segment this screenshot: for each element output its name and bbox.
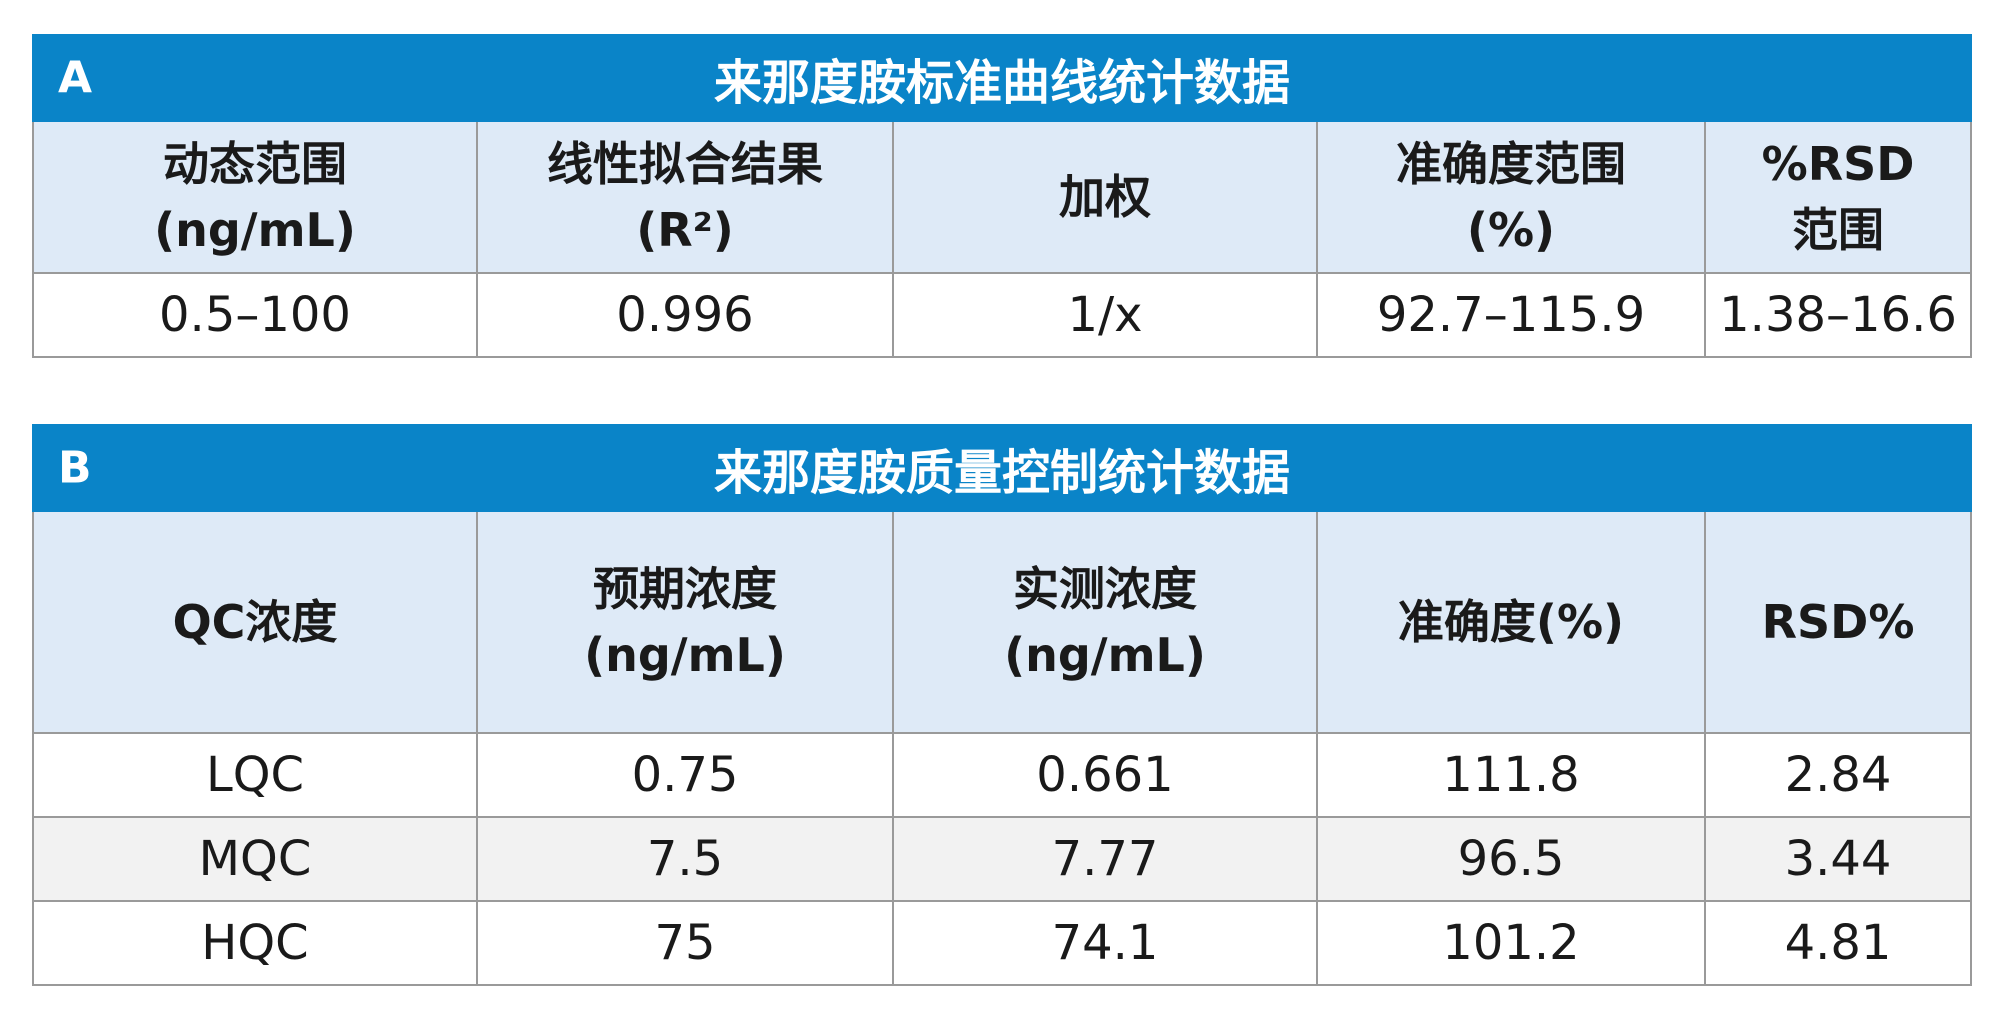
cell: 1/x [892,272,1318,358]
cell: 0.661 [892,732,1318,818]
cell: 0.5–100 [32,272,478,358]
table-title: 来那度胺质量控制统计数据 [714,445,1291,501]
cell: 0.996 [476,272,894,358]
cell: 75 [476,900,894,986]
header-line: (%) [1466,203,1556,257]
cell: 74.1 [892,900,1318,986]
cell: 4.81 [1703,900,1973,986]
cell: 101.2 [1316,900,1706,986]
cell: LQC [32,732,478,818]
header-line: 动态范围 [163,137,347,191]
table-title: 来那度胺标准曲线统计数据 [714,55,1291,111]
header-cell-dynamic-range: 动态范围 (ng/mL) [32,120,478,274]
header-line: 线性拟合结果 [547,137,823,191]
table-row: LQC 0.75 0.661 111.8 2.84 [32,732,1973,818]
header-line: 准确度(%) [1397,595,1625,649]
header-line: %RSD [1761,137,1915,191]
header-line: 预期浓度 [593,562,777,616]
cell: 96.5 [1316,816,1706,902]
panel-letter: A [58,52,93,104]
header-cell-linear-fit: 线性拟合结果 (R²) [476,120,894,274]
cell: 7.5 [476,816,894,902]
table-title-row: B 来那度胺质量控制统计数据 [31,424,1973,512]
table-row: MQC 7.5 7.77 96.5 3.44 [32,816,1973,902]
cell: 2.84 [1703,732,1973,818]
header-line: (ng/mL) [1004,628,1206,682]
header-line: (ng/mL) [154,203,356,257]
table-row: HQC 75 74.1 101.2 4.81 [32,900,1973,986]
table-title-cell: A 来那度胺标准曲线统计数据 [31,34,1973,122]
cell: 3.44 [1703,816,1973,902]
cell: 0.75 [476,732,894,818]
header-line: (ng/mL) [584,628,786,682]
header-line: 范围 [1792,203,1885,257]
header-cell-accuracy: 准确度(%) [1316,510,1706,734]
cell: HQC [32,900,478,986]
header-line: 实测浓度 [1013,562,1197,616]
panel-letter: B [58,442,92,494]
header-cell-weighting: 加权 [892,120,1318,274]
header-cell-qc-level: QC浓度 [32,510,478,734]
header-line: 准确度范围 [1396,137,1626,191]
cell: 92.7–115.9 [1316,272,1706,358]
cell: MQC [32,816,478,902]
table-row: 0.5–100 0.996 1/x 92.7–115.9 1.38–16.6 [32,272,1973,358]
header-cell-rsd-range: %RSD 范围 [1703,120,1973,274]
header-line: QC浓度 [172,595,338,649]
cell: 111.8 [1316,732,1706,818]
header-cell-measured-conc: 实测浓度 (ng/mL) [892,510,1318,734]
table-title-row: A 来那度胺标准曲线统计数据 [31,34,1973,122]
header-cell-expected-conc: 预期浓度 (ng/mL) [476,510,894,734]
cell: 7.77 [892,816,1318,902]
header-cell-accuracy-range: 准确度范围 (%) [1316,120,1706,274]
header-line: RSD% [1761,595,1915,649]
header-line: 加权 [1059,170,1151,224]
cell: 1.38–16.6 [1703,272,1973,358]
header-row: 动态范围 (ng/mL) 线性拟合结果 (R²) 加权 准确度范围 (%) %R… [32,120,1973,274]
header-cell-rsd: RSD% [1703,510,1973,734]
header-row: QC浓度 预期浓度 (ng/mL) 实测浓度 (ng/mL) 准确度(%) RS… [32,510,1973,734]
table-title-cell: B 来那度胺质量控制统计数据 [31,424,1973,512]
standard-curve-table: A 来那度胺标准曲线统计数据 动态范围 (ng/mL) 线性拟合结果 (R²) … [31,34,1973,358]
qc-statistics-table: B 来那度胺质量控制统计数据 QC浓度 预期浓度 (ng/mL) 实测浓度 (n… [31,424,1973,986]
header-line: (R²) [636,203,734,257]
